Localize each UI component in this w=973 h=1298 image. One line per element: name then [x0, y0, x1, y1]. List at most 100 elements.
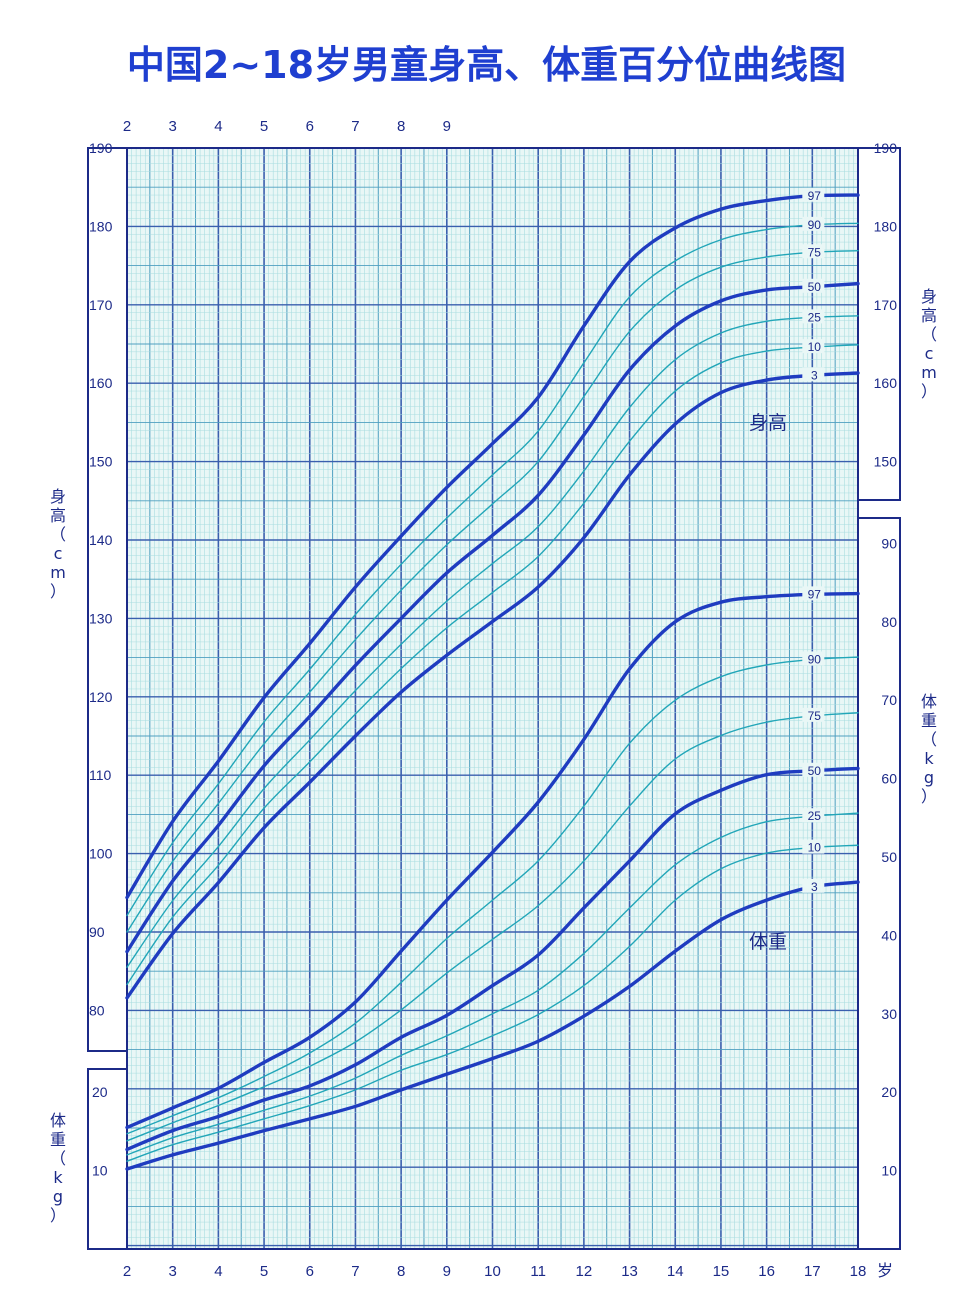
weight-label-bg-p3 [802, 878, 825, 893]
weight-label-bg-p50 [802, 762, 825, 777]
weight-curve-p25 [126, 812, 859, 1156]
height-tick-label-left: 190 [89, 140, 113, 156]
height-curve-p50 [125, 281, 860, 954]
x-tick-label-bottom: 16 [758, 1263, 775, 1280]
weight-tick-label-right: 70 [881, 692, 897, 708]
height-tick-label-left: 130 [89, 610, 113, 626]
x-tick-label-bottom: 7 [351, 1263, 359, 1280]
height-axis-title-right: 身高（ c m） [921, 287, 937, 401]
x-tick-label-bottom: 2 [123, 1263, 131, 1280]
chart-title: 中国2~18岁男童身高、体重百分位曲线图 [126, 43, 847, 87]
height-tick-label-left: 170 [89, 297, 113, 313]
height-label-bg-p97 [802, 187, 825, 202]
weight-label-bg-p10 [802, 839, 825, 854]
height-tick-label-left: 120 [89, 689, 113, 705]
weight-label-p50: 50 [808, 764, 822, 778]
weight-label-bg-p75 [802, 707, 825, 722]
height-label-p10: 10 [808, 340, 822, 354]
weight-tick-label-right: 30 [881, 1006, 897, 1022]
weight-label-p75: 75 [808, 709, 822, 723]
weight-axis-left-bracket [87, 1068, 127, 1250]
weight-tick-label-left: 10 [92, 1163, 108, 1179]
x-tick-label-bottom: 11 [530, 1263, 546, 1280]
plot-frame [126, 147, 859, 1250]
x-tick-label-top: 3 [169, 118, 177, 135]
x-tick-label-bottom: 13 [621, 1263, 638, 1280]
height-label-p50: 50 [808, 280, 822, 294]
weight-label-bg-p97 [802, 586, 825, 601]
weight-region-label: 体重 [749, 931, 787, 953]
weight-label-bg-p25 [802, 808, 825, 823]
height-label-p25: 25 [808, 310, 822, 324]
height-tick-label-right: 190 [874, 140, 898, 156]
height-tick-label-right: 160 [874, 375, 898, 391]
height-label-bg-p50 [802, 278, 825, 293]
weight-label-p90: 90 [808, 652, 822, 666]
weight-curve-p10 [126, 844, 859, 1162]
x-tick-label-bottom: 12 [576, 1263, 593, 1280]
height-tick-label-right: 180 [874, 218, 898, 234]
x-tick-label-bottom: 6 [306, 1263, 314, 1280]
height-curve-p90 [126, 222, 859, 917]
weight-tick-label-right: 10 [881, 1163, 897, 1179]
height-tick-label-left: 180 [89, 218, 113, 234]
x-axis-unit-label: 岁 [877, 1261, 893, 1280]
weight-label-p97: 97 [808, 587, 822, 601]
height-tick-label-left: 150 [89, 454, 113, 470]
x-tick-label-bottom: 9 [443, 1263, 451, 1280]
weight-tick-label-left: 20 [92, 1084, 108, 1100]
height-label-p3: 3 [811, 368, 818, 382]
x-tick-label-top: 7 [351, 118, 359, 135]
weight-label-p3: 3 [811, 880, 818, 894]
x-tick-label-bottom: 18 [850, 1263, 867, 1280]
height-tick-label-left: 90 [89, 924, 105, 940]
weight-axis-title-left: 体重（ k g） [50, 1111, 66, 1225]
weight-tick-label-right: 90 [881, 535, 897, 551]
height-label-p97: 97 [808, 189, 822, 203]
height-curve-p75 [126, 250, 859, 933]
weight-label-bg-p90 [802, 651, 825, 666]
height-axis-right-bracket [858, 147, 901, 501]
weight-tick-label-right: 80 [881, 614, 897, 630]
height-tick-label-left: 160 [89, 375, 113, 391]
height-tick-label-left: 110 [89, 767, 112, 783]
height-label-bg-p25 [802, 309, 825, 324]
weight-curve-p50 [125, 766, 860, 1152]
x-tick-label-top: 6 [306, 118, 314, 135]
height-label-p90: 90 [808, 218, 822, 232]
x-tick-label-top: 8 [397, 118, 405, 135]
height-label-bg-p90 [802, 216, 825, 231]
height-label-p75: 75 [808, 245, 822, 259]
weight-tick-label-right: 40 [881, 927, 897, 943]
x-tick-label-bottom: 5 [260, 1263, 268, 1280]
x-tick-label-top: 2 [123, 118, 131, 135]
weight-curve-p3 [125, 880, 860, 1171]
height-label-bg-p75 [802, 244, 825, 259]
x-tick-label-top: 4 [214, 118, 222, 135]
x-tick-label-top: 5 [260, 118, 268, 135]
height-curve-p10 [126, 344, 859, 986]
height-axis-left-bracket [87, 147, 127, 1052]
weight-tick-label-right: 60 [881, 771, 897, 787]
weight-axis-title-right: 体重（ k g） [921, 692, 937, 806]
weight-curve-p75 [126, 712, 859, 1142]
height-tick-label-left: 80 [89, 1002, 105, 1018]
weight-label-p10: 10 [808, 841, 822, 855]
weight-axis-right-bracket [858, 517, 901, 1250]
x-tick-label-bottom: 3 [169, 1263, 177, 1280]
x-tick-label-bottom: 4 [214, 1263, 222, 1280]
weight-curve-p90 [126, 656, 859, 1135]
height-tick-label-right: 150 [874, 454, 898, 470]
x-tick-label-bottom: 10 [484, 1263, 501, 1280]
height-label-bg-p10 [802, 339, 825, 354]
height-tick-label-left: 140 [89, 532, 113, 548]
height-curve-p97 [125, 193, 860, 900]
x-tick-label-bottom: 8 [397, 1263, 405, 1280]
weight-curve-p97 [125, 591, 860, 1130]
height-curve-p25 [126, 315, 859, 968]
x-tick-label-bottom: 15 [713, 1263, 730, 1280]
x-tick-label-bottom: 14 [667, 1263, 684, 1280]
weight-tick-label-right: 50 [881, 849, 897, 865]
height-tick-label-right: 170 [874, 297, 898, 313]
